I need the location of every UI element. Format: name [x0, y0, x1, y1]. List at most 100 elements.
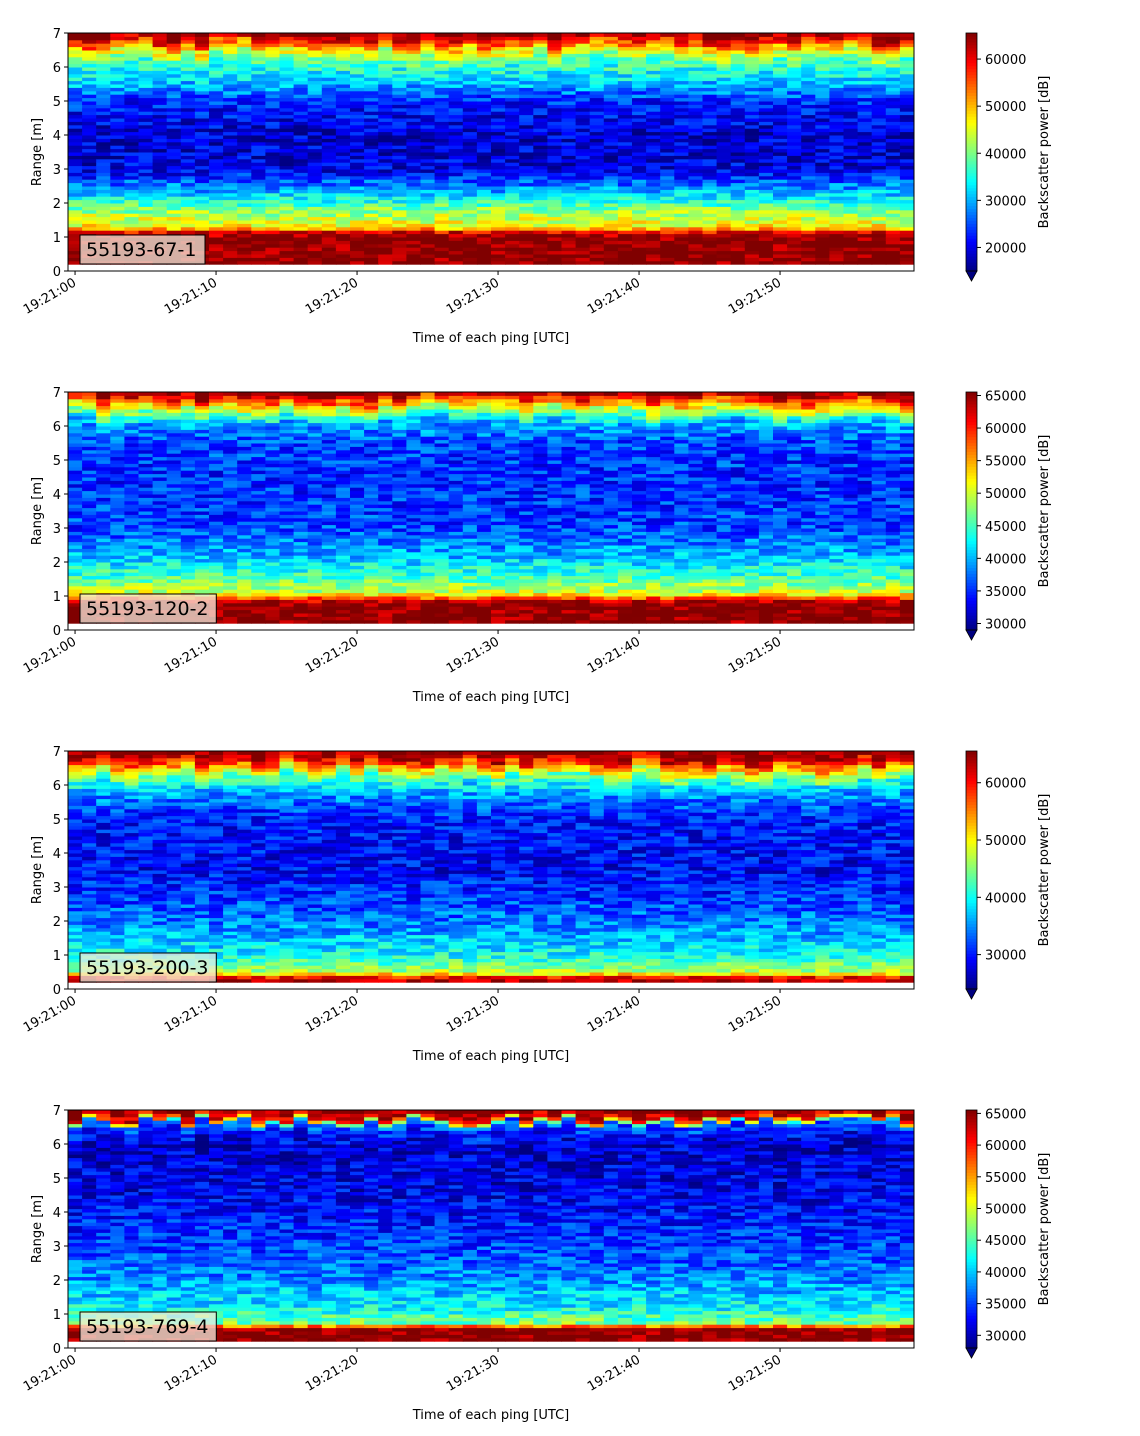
heatmap-cell — [857, 131, 873, 136]
heatmap-cell — [603, 220, 619, 224]
heatmap-cell — [180, 443, 196, 447]
heatmap-cell — [533, 46, 548, 51]
heatmap-cell — [138, 162, 154, 167]
heatmap-cell — [434, 131, 450, 136]
heatmap-cell — [335, 128, 351, 133]
heatmap-cell — [307, 209, 323, 214]
heatmap-cell — [223, 521, 238, 526]
heatmap-cell — [68, 84, 83, 88]
heatmap-cell — [758, 73, 774, 78]
heatmap-cell — [279, 220, 295, 224]
heatmap-cell — [646, 77, 661, 82]
heatmap-cell — [209, 568, 224, 573]
heatmap-cell — [364, 97, 379, 102]
heatmap-cell — [82, 158, 97, 163]
heatmap-cell — [307, 169, 323, 173]
x-tick-label: 19:21:00 — [21, 275, 79, 317]
heatmap-cell — [519, 206, 534, 211]
heatmap-cell — [533, 243, 548, 248]
heatmap-cell — [82, 439, 97, 444]
heatmap-cell — [321, 175, 337, 180]
heatmap-cell — [730, 50, 746, 54]
heatmap-cell — [617, 43, 633, 48]
heatmap-cell — [364, 50, 379, 54]
heatmap-cell — [166, 230, 182, 235]
heatmap-cell — [702, 182, 718, 187]
heatmap-cell — [519, 128, 534, 133]
heatmap-cell — [110, 206, 125, 211]
heatmap-cell — [420, 230, 436, 235]
heatmap-cell — [702, 145, 718, 150]
heatmap-cell — [476, 70, 492, 75]
heatmap-cell — [251, 70, 266, 75]
heatmap-cell — [223, 63, 238, 68]
heatmap-cell — [688, 60, 703, 65]
heatmap-cell — [857, 80, 873, 85]
heatmap-cell — [194, 87, 210, 92]
heatmap-cell — [660, 104, 675, 109]
heatmap-cell — [223, 250, 238, 255]
heatmap-cell — [124, 419, 139, 424]
heatmap-cell — [885, 203, 901, 207]
heatmap-cell — [124, 531, 139, 536]
heatmap-cell — [843, 172, 859, 177]
heatmap-cell — [462, 175, 478, 180]
heatmap-cell — [899, 33, 915, 37]
heatmap-cell — [533, 39, 548, 44]
heatmap-cell — [702, 172, 718, 177]
heatmap-cell — [829, 63, 844, 68]
heatmap-cell — [744, 158, 760, 163]
heatmap-cell — [223, 118, 238, 122]
heatmap-cell — [68, 169, 83, 173]
heatmap-cell — [279, 53, 295, 58]
heatmap-cell — [378, 169, 393, 173]
heatmap-cell — [406, 240, 421, 245]
heatmap-cell — [68, 107, 83, 112]
heatmap-cell — [82, 497, 97, 502]
heatmap-cell — [462, 196, 478, 201]
heatmap-cell — [674, 46, 689, 51]
colorbar-swatch — [966, 68, 977, 73]
heatmap-cell — [589, 135, 605, 139]
heatmap-cell — [533, 237, 548, 241]
heatmap-cell — [646, 237, 661, 241]
heatmap-cell — [533, 63, 548, 68]
heatmap-cell — [307, 175, 323, 180]
heatmap-cell — [434, 247, 450, 252]
heatmap-cell — [406, 243, 421, 248]
heatmap-cell — [603, 260, 619, 265]
heatmap-cell — [448, 104, 464, 109]
heatmap-cell — [787, 254, 802, 258]
heatmap-cell — [180, 87, 196, 92]
heatmap-cell — [209, 585, 224, 590]
heatmap-cell — [82, 534, 97, 539]
heatmap-cell — [194, 528, 210, 532]
heatmap-cell — [96, 230, 111, 235]
heatmap-cell — [68, 541, 83, 546]
heatmap-cell — [632, 250, 647, 255]
heatmap-cell — [716, 118, 732, 122]
heatmap-cell — [632, 90, 647, 95]
heatmap-cell — [744, 250, 760, 255]
heatmap-cell — [871, 220, 887, 224]
heatmap-cell — [124, 43, 139, 48]
heatmap-cell — [603, 114, 619, 119]
heatmap-cell — [166, 497, 182, 502]
heatmap-cell — [152, 104, 168, 109]
heatmap-cell — [688, 53, 703, 58]
heatmap-cell — [152, 449, 168, 454]
heatmap-cell — [857, 73, 873, 78]
colorbar-swatch — [966, 50, 977, 55]
heatmap-cell — [730, 70, 746, 75]
heatmap-cell — [519, 107, 534, 112]
heatmap-cell — [857, 53, 873, 58]
heatmap-cell — [68, 192, 83, 197]
heatmap-cell — [335, 101, 351, 105]
heatmap-cell — [223, 582, 238, 587]
heatmap-cell — [448, 182, 464, 187]
heatmap-cell — [152, 94, 168, 99]
heatmap-cell — [166, 145, 182, 150]
heatmap-cell — [96, 562, 111, 566]
heatmap-cell — [758, 141, 774, 146]
heatmap-cell — [660, 230, 675, 235]
